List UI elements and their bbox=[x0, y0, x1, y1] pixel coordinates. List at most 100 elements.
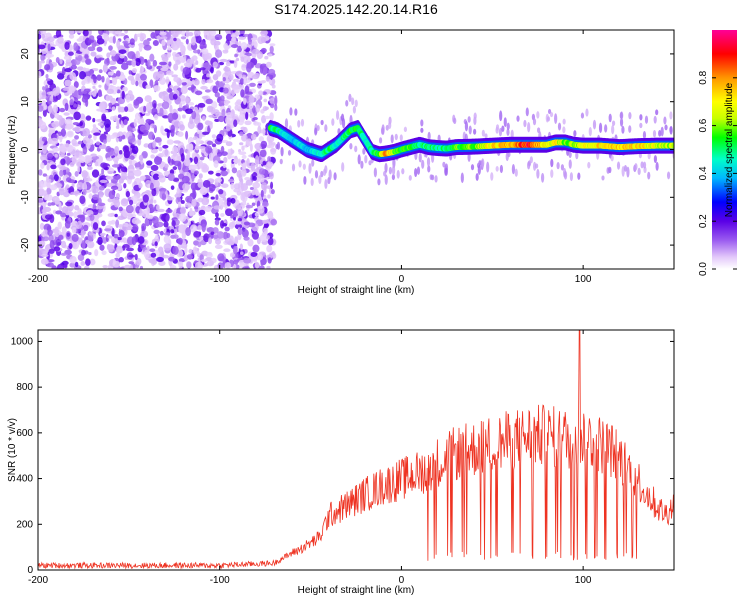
noise-blob bbox=[208, 157, 214, 161]
noise-blob bbox=[222, 87, 229, 94]
noise-blob bbox=[127, 175, 136, 180]
noise-blob bbox=[115, 192, 120, 200]
noise-blob bbox=[247, 238, 254, 247]
noise-blob bbox=[245, 138, 252, 147]
noise-blob bbox=[194, 145, 200, 151]
noise-blob bbox=[143, 44, 152, 51]
noise-blob bbox=[46, 180, 51, 189]
noise-blob bbox=[40, 30, 47, 36]
colorbar-tick-label: 0.2 bbox=[698, 214, 709, 228]
spectral-streak bbox=[300, 118, 305, 127]
spectral-streak bbox=[349, 143, 353, 150]
spectral-streak bbox=[470, 164, 475, 171]
spectral-streak bbox=[427, 165, 431, 173]
noise-blob bbox=[255, 253, 264, 261]
noise-blob bbox=[201, 223, 206, 233]
spectral-streak bbox=[514, 168, 518, 177]
noise-blob bbox=[90, 153, 97, 157]
noise-blob bbox=[68, 34, 75, 39]
noise-blob bbox=[190, 182, 198, 191]
noise-blob bbox=[244, 120, 252, 126]
spectral-streak bbox=[331, 118, 335, 126]
spectral-streak bbox=[378, 137, 383, 144]
snr-line bbox=[38, 330, 674, 570]
spectral-streak bbox=[573, 130, 577, 137]
noise-blob bbox=[263, 222, 270, 228]
noise-blob bbox=[40, 180, 47, 188]
noise-blob bbox=[188, 210, 195, 217]
noise-blob bbox=[189, 224, 198, 233]
noise-blob bbox=[109, 66, 117, 70]
noise-blob bbox=[207, 170, 214, 175]
noise-blob bbox=[222, 231, 229, 240]
noise-blob bbox=[227, 95, 234, 99]
spectral-streak bbox=[364, 154, 368, 164]
noise-blob bbox=[149, 248, 156, 253]
spectral-streak bbox=[550, 169, 554, 178]
noise-blob bbox=[172, 245, 179, 255]
noise-blob bbox=[264, 55, 269, 60]
spectral-streak bbox=[391, 174, 396, 181]
noise-blob bbox=[197, 102, 206, 108]
spectral-streak bbox=[510, 129, 514, 139]
noise-blob bbox=[65, 177, 72, 183]
noise-blob bbox=[226, 232, 231, 239]
spectral-streak bbox=[394, 133, 398, 141]
noise-blob bbox=[106, 52, 111, 58]
noise-blob bbox=[158, 146, 163, 152]
spectral-streak bbox=[464, 121, 469, 132]
noise-blob bbox=[85, 142, 91, 150]
noise-blob bbox=[40, 258, 49, 265]
noise-blob bbox=[179, 213, 187, 222]
noise-blob bbox=[94, 249, 99, 257]
noise-blob bbox=[260, 36, 267, 44]
noise-blob bbox=[220, 95, 225, 102]
noise-blob bbox=[98, 84, 102, 88]
spectrogram-y-axis-label: Frequency (Hz) bbox=[7, 116, 18, 185]
noise-blob bbox=[251, 48, 260, 55]
spectral-streak bbox=[503, 117, 507, 128]
noise-blob bbox=[97, 89, 102, 98]
spectral-streak bbox=[384, 162, 388, 173]
noise-blob bbox=[101, 220, 106, 227]
noise-blob bbox=[133, 181, 138, 186]
noise-blob bbox=[81, 170, 88, 179]
noise-blob bbox=[127, 135, 136, 143]
noise-blob bbox=[191, 55, 198, 61]
spectral-streak bbox=[401, 168, 405, 175]
noise-blob bbox=[185, 108, 193, 115]
noise-blob bbox=[161, 193, 167, 201]
noise-blob bbox=[123, 182, 127, 189]
spectral-streak bbox=[335, 110, 340, 121]
noise-blob bbox=[149, 182, 154, 191]
noise-blob bbox=[160, 54, 169, 59]
noise-blob bbox=[40, 33, 46, 39]
noise-blob bbox=[41, 209, 46, 214]
colorbar: 0.0 0.2 0.4 0.6 0.8 Normalized spectral ampl… bbox=[698, 30, 737, 276]
noise-blob bbox=[213, 234, 219, 240]
noise-blob bbox=[243, 257, 252, 264]
noise-blob bbox=[240, 192, 246, 201]
noise-blob bbox=[38, 169, 43, 176]
noise-blob bbox=[127, 103, 133, 109]
spectral-streak bbox=[308, 162, 312, 174]
noise-blob bbox=[92, 126, 98, 134]
noise-blob bbox=[44, 64, 51, 71]
noise-blob bbox=[198, 130, 203, 140]
spectral-streak bbox=[324, 179, 328, 190]
spectral-streak bbox=[426, 157, 431, 167]
noise-blob bbox=[151, 216, 159, 225]
noise-blob bbox=[97, 122, 104, 127]
spectral-streak bbox=[666, 171, 671, 180]
noise-blob bbox=[192, 200, 197, 206]
noise-blob bbox=[152, 173, 160, 181]
noise-blob bbox=[181, 78, 186, 83]
spectral-streak bbox=[314, 170, 319, 179]
noise-blob bbox=[97, 236, 103, 246]
noise-blob bbox=[51, 121, 60, 128]
noise-blob bbox=[251, 231, 259, 240]
noise-blob bbox=[271, 250, 276, 257]
noise-blob bbox=[119, 266, 125, 269]
noise-blob bbox=[166, 139, 174, 145]
noise-blob bbox=[119, 54, 125, 59]
